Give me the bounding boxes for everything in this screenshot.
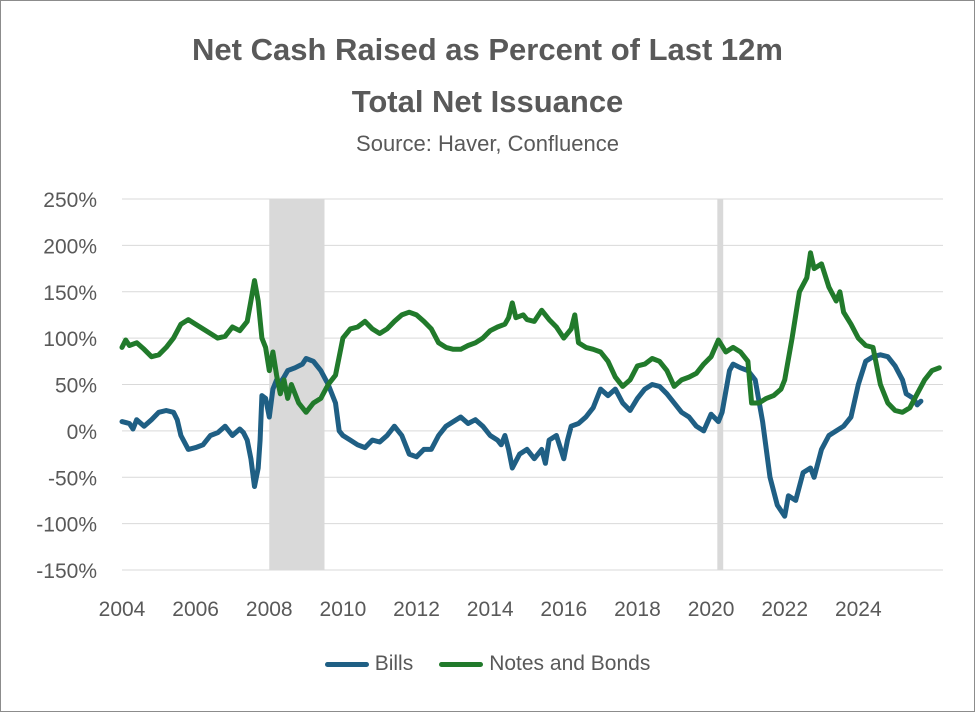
x-tick-label: 2008: [246, 598, 293, 621]
x-tick-label: 2024: [835, 598, 882, 621]
x-tick-label: 2018: [614, 598, 661, 621]
series-line-bills: [119, 352, 924, 519]
x-tick-label: 2012: [393, 598, 440, 621]
x-tick-label: 2014: [467, 598, 514, 621]
y-tick-label: 0%: [67, 421, 97, 444]
legend-swatch-bills: [324, 661, 369, 667]
legend-item-bills: Bills: [324, 652, 414, 676]
y-tick-label: 50%: [55, 375, 97, 398]
y-tick-label: 150%: [43, 282, 97, 305]
legend-label-bills: Bills: [374, 652, 414, 675]
legend-label-notes-bonds: Notes and Bonds: [489, 652, 651, 675]
chart-title-line-2: Total Net Issuance: [351, 84, 624, 119]
chart-title-line-1: Net Cash Raised as Percent of Last 12m: [192, 32, 783, 67]
x-tick-label: 2022: [761, 598, 808, 621]
y-tick-label: -50%: [48, 467, 97, 490]
y-tick-label: 100%: [43, 328, 97, 351]
x-tick-label: 2006: [172, 598, 219, 621]
y-tick-label: -150%: [36, 560, 97, 583]
x-tick-label: 2016: [540, 598, 587, 621]
x-tick-label: 2020: [688, 598, 735, 621]
y-tick-label: -100%: [36, 514, 97, 537]
x-tick-label: 2004: [99, 598, 146, 621]
chart-legend: Bills Notes and Bonds: [0, 652, 975, 676]
y-tick-label: 250%: [43, 189, 97, 212]
y-tick-label: 200%: [43, 235, 97, 258]
legend-swatch-notes-bonds: [439, 661, 484, 667]
series-line-notes-bonds: [119, 250, 942, 415]
legend-item-notes-bonds: Notes and Bonds: [439, 652, 650, 676]
chart-subtitle: Source: Haver, Confluence: [356, 131, 619, 156]
x-tick-label: 2010: [320, 598, 367, 621]
recession-shade: [717, 199, 724, 570]
